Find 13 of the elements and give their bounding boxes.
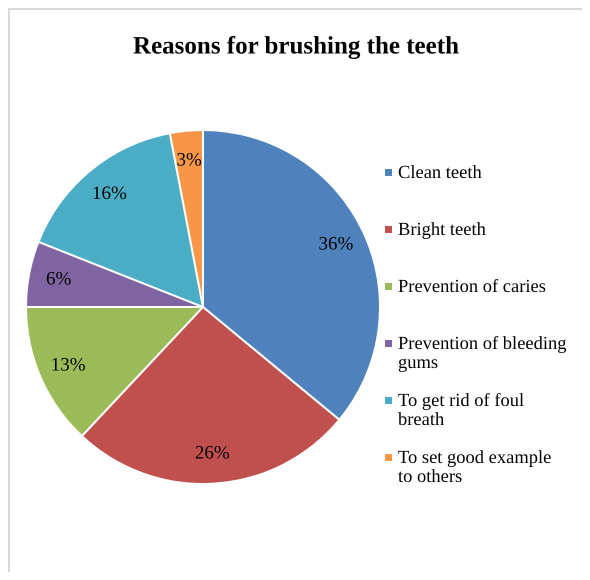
data-label: 36% <box>318 233 354 254</box>
legend-label: To get rid of foul breath <box>398 390 524 430</box>
legend-label: Prevention of caries <box>398 276 546 297</box>
legend-label: Clean teeth <box>398 162 482 183</box>
legend-label: To set good example to others <box>398 448 552 487</box>
data-label: 13% <box>50 354 86 376</box>
chart-title: Reasons for brushing the teeth <box>133 32 460 60</box>
data-label: 26% <box>194 442 230 464</box>
legend-label: Prevention of bleeding gums <box>398 334 567 373</box>
data-label: 16% <box>92 182 127 204</box>
legend-label: Bright teeth <box>398 220 486 240</box>
data-label: 3% <box>176 150 202 171</box>
data-label: 6% <box>46 268 72 290</box>
